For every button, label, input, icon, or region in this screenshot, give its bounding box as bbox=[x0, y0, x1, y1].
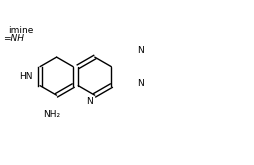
Text: N: N bbox=[137, 46, 143, 55]
Text: imine: imine bbox=[8, 26, 34, 35]
Text: NH₂: NH₂ bbox=[43, 110, 60, 119]
Text: N: N bbox=[137, 79, 143, 88]
Text: HN: HN bbox=[19, 72, 33, 81]
Text: N: N bbox=[86, 97, 93, 106]
Text: =NH: =NH bbox=[3, 33, 24, 43]
